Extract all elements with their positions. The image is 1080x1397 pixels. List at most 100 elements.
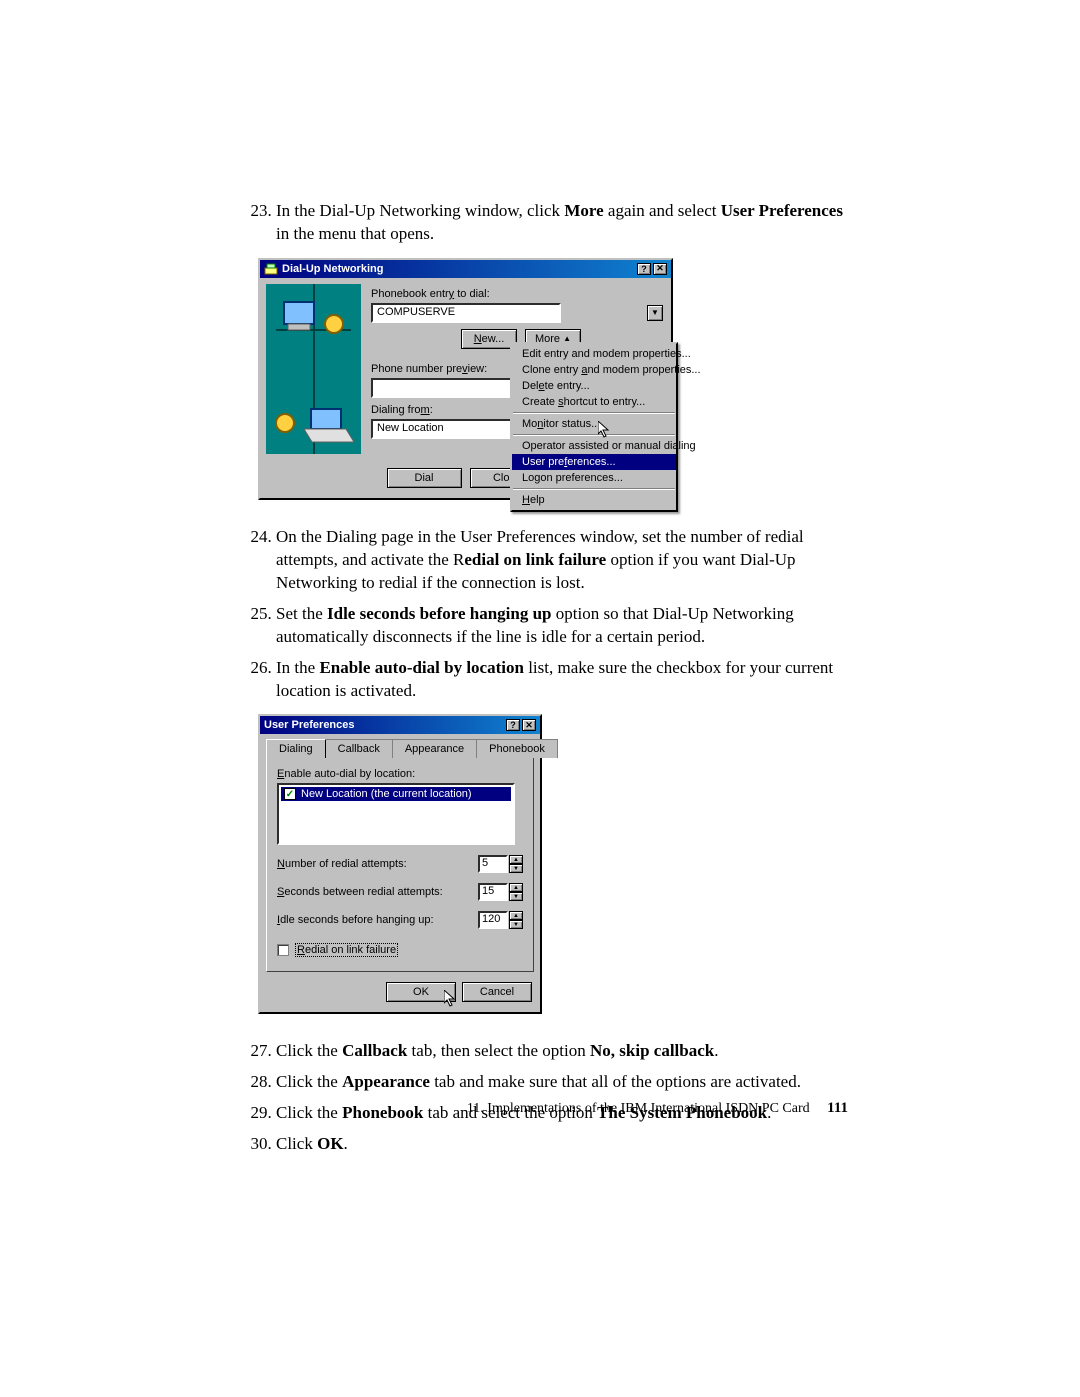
step-27: Click the Callback tab, then select the … xyxy=(276,1040,850,1063)
more-menu[interactable]: Edit entry and modem properties... Clone… xyxy=(510,342,678,512)
menu-delete-entry[interactable]: Delete entry... xyxy=(512,378,676,394)
menu-user-preferences[interactable]: User preferences... xyxy=(512,454,676,470)
userpref-window: User Preferences ? ✕ Dialing Callback Ap… xyxy=(258,714,542,1014)
menu-help[interactable]: Help xyxy=(512,492,676,508)
step-23-text-b: again and select xyxy=(604,201,721,220)
menu-monitor-status[interactable]: Monitor status... xyxy=(512,416,676,432)
step-25-a: Set the xyxy=(276,604,327,623)
location-list[interactable]: ✓ New Location (the current location) xyxy=(277,783,515,845)
dial-button[interactable]: Dial xyxy=(387,468,462,488)
menu-separator-1 xyxy=(513,412,675,414)
figure-userpref: User Preferences ? ✕ Dialing Callback Ap… xyxy=(258,714,850,1014)
close-icon[interactable]: ✕ xyxy=(653,263,667,275)
spin-down-icon[interactable]: ▼ xyxy=(509,892,523,901)
step-23-userpref: User Preferences xyxy=(721,201,843,220)
phonebook-entry-value[interactable]: COMPUSERVE xyxy=(371,303,561,323)
footer-page-number: 111 xyxy=(827,1100,848,1116)
step-28-b: tab and make sure that all of the option… xyxy=(430,1072,801,1091)
step-25-bold: Idle seconds before hanging up xyxy=(327,604,552,623)
spin-down-icon[interactable]: ▼ xyxy=(509,864,523,873)
seconds-between-value[interactable]: 15 xyxy=(478,883,508,901)
step-23-text-a: In the Dial-Up Networking window, click xyxy=(276,201,564,220)
idle-seconds-value[interactable]: 120 xyxy=(478,911,508,929)
help-icon[interactable]: ? xyxy=(506,719,520,731)
menu-clone-entry[interactable]: Clone entry and modem properties... xyxy=(512,362,676,378)
cancel-button[interactable]: Cancel xyxy=(462,982,532,1002)
tab-appearance[interactable]: Appearance xyxy=(392,739,477,758)
step-27-bold2: No, skip callback xyxy=(590,1041,714,1060)
checkbox-unchecked-icon[interactable] xyxy=(277,944,289,956)
userpref-tabs: Dialing Callback Appearance Phonebook xyxy=(260,734,540,757)
step-27-b: tab, then select the option xyxy=(407,1041,590,1060)
step-30-a: Click xyxy=(276,1134,317,1153)
spin-up-icon[interactable]: ▲ xyxy=(509,855,523,864)
step-30-bold: OK xyxy=(317,1134,343,1153)
new-button[interactable]: New... xyxy=(461,329,517,349)
redial-attempts-row: Number of redial attempts: 5 ▲▼ xyxy=(277,855,523,873)
tab-phonebook[interactable]: Phonebook xyxy=(476,739,558,758)
dialup-titlebar[interactable]: Dial-Up Networking ? ✕ xyxy=(260,260,671,278)
instruction-list-2: On the Dialing page in the User Preferen… xyxy=(230,526,850,703)
dialing-from-field[interactable]: New Location xyxy=(371,419,521,439)
seconds-between-spinner[interactable]: 15 ▲▼ xyxy=(478,883,523,901)
location-item-label: New Location (the current location) xyxy=(301,788,472,800)
redial-attempts-label: Number of redial attempts: xyxy=(277,858,407,870)
menu-logon-preferences[interactable]: Logon preferences... xyxy=(512,470,676,486)
document-page: In the Dial-Up Networking window, click … xyxy=(0,0,1080,1397)
modem-icon xyxy=(264,262,278,276)
step-28: Click the Appearance tab and make sure t… xyxy=(276,1071,850,1094)
checkbox-checked-icon[interactable]: ✓ xyxy=(284,788,296,800)
step-26: In the Enable auto-dial by location list… xyxy=(276,657,850,703)
menu-create-shortcut[interactable]: Create shortcut to entry... xyxy=(512,394,676,410)
page-footer: 11. Implementations of the IBM Internati… xyxy=(467,1100,848,1117)
help-icon[interactable]: ? xyxy=(637,263,651,275)
spin-down-icon[interactable]: ▼ xyxy=(509,920,523,929)
step-29-bold1: Phonebook xyxy=(342,1103,423,1122)
idle-seconds-spinner[interactable]: 120 ▲▼ xyxy=(478,911,523,929)
step-23: In the Dial-Up Networking window, click … xyxy=(276,200,850,246)
phone-preview-field[interactable] xyxy=(371,378,521,398)
close-icon[interactable]: ✕ xyxy=(522,719,536,731)
dialup-title: Dial-Up Networking xyxy=(282,263,635,275)
menu-separator-2 xyxy=(513,434,675,436)
step-29-a: Click the xyxy=(276,1103,342,1122)
redial-on-failure-label: Redial on link failure xyxy=(295,943,398,957)
tab-dialing[interactable]: Dialing xyxy=(266,739,326,758)
redial-attempts-value[interactable]: 5 xyxy=(478,855,508,873)
userpref-titlebar[interactable]: User Preferences ? ✕ xyxy=(260,716,540,734)
step-25: Set the Idle seconds before hanging up o… xyxy=(276,603,850,649)
dialup-window: Dial-Up Networking ? ✕ xyxy=(258,258,673,500)
redial-attempts-spinner[interactable]: 5 ▲▼ xyxy=(478,855,523,873)
footer-chapter: 11. Implementations of the IBM Internati… xyxy=(467,1101,810,1116)
step-27-a: Click the xyxy=(276,1041,342,1060)
step-30: Click OK. xyxy=(276,1133,850,1156)
redial-on-failure-row[interactable]: Redial on link failure xyxy=(277,943,523,957)
phonebook-entry-label: Phonebook entry to dial: xyxy=(371,288,665,300)
location-list-item[interactable]: ✓ New Location (the current location) xyxy=(281,787,511,801)
step-30-b: . xyxy=(344,1134,348,1153)
step-28-a: Click the xyxy=(276,1072,342,1091)
userpref-buttons: OK Cancel xyxy=(260,978,540,1012)
menu-separator-3 xyxy=(513,488,675,490)
step-23-text-c: in the menu that opens. xyxy=(276,224,434,243)
instruction-list: In the Dial-Up Networking window, click … xyxy=(230,200,850,246)
tab-callback[interactable]: Callback xyxy=(325,739,393,758)
cursor-icon xyxy=(444,990,458,1008)
figure-dialup: Dial-Up Networking ? ✕ xyxy=(258,258,850,500)
userpref-title: User Preferences xyxy=(264,719,504,731)
step-27-c: . xyxy=(714,1041,718,1060)
seconds-between-label: Seconds between redial attempts: xyxy=(277,886,443,898)
step-28-bold: Appearance xyxy=(342,1072,430,1091)
spin-up-icon[interactable]: ▲ xyxy=(509,911,523,920)
step-26-bold: Enable auto-dial by location xyxy=(319,658,524,677)
menu-operator-assisted[interactable]: Operator assisted or manual dialing xyxy=(512,438,676,454)
step-24: On the Dialing page in the User Preferen… xyxy=(276,526,850,595)
spin-up-icon[interactable]: ▲ xyxy=(509,883,523,892)
chevron-down-icon[interactable]: ▼ xyxy=(647,305,663,321)
step-26-a: In the xyxy=(276,658,319,677)
step-23-more: More xyxy=(564,201,603,220)
idle-seconds-row: Idle seconds before hanging up: 120 ▲▼ xyxy=(277,911,523,929)
phonebook-entry-combo[interactable]: COMPUSERVE ▼ xyxy=(371,303,665,323)
menu-edit-entry[interactable]: Edit entry and modem properties... xyxy=(512,346,676,362)
idle-seconds-label: Idle seconds before hanging up: xyxy=(277,914,434,926)
